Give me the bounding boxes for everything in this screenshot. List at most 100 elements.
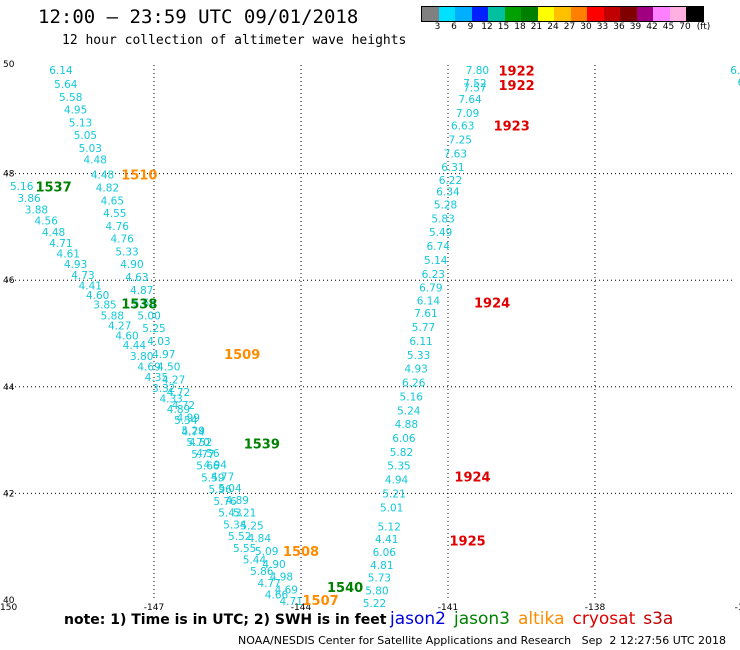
- wave-height-value: 5.21: [233, 508, 256, 520]
- wave-height-value: 4.99: [177, 413, 200, 425]
- wave-height-value: 5.73: [368, 573, 391, 585]
- wave-height-value: 5.43: [218, 508, 241, 520]
- wave-height-value: 5.16: [10, 181, 34, 193]
- wave-height-value: 5.66: [196, 461, 220, 473]
- latitude-tick-label: 50: [3, 60, 15, 70]
- wave-height-value: 5.82: [390, 447, 413, 459]
- wave-height-value: 4.03: [147, 336, 170, 348]
- color-scale-label: 18: [514, 22, 526, 32]
- satellite-legend: jason2 jason3 altika cryosat s3a: [390, 609, 681, 629]
- wave-height-value: 6.14: [417, 295, 441, 307]
- legend-altika: altika: [518, 609, 565, 629]
- pass-time-label: 1509: [224, 348, 260, 363]
- wave-height-value: 7.25: [449, 134, 472, 146]
- legend-jason2: jason2: [390, 609, 446, 629]
- wave-height-value: 6.11: [409, 336, 432, 348]
- wave-height-value: 4.63: [125, 272, 148, 284]
- wave-height-value: 4.69: [275, 584, 298, 596]
- wave-height-value: 4.93: [64, 259, 87, 271]
- wave-height-value: 3.86: [17, 193, 41, 205]
- wave-height-value: 4.71: [49, 238, 72, 250]
- pass-time-label: 1922: [499, 79, 535, 94]
- color-swatch: [455, 7, 472, 21]
- longitude-tick-label: -150: [0, 603, 17, 610]
- wave-height-value: 4.56: [35, 216, 59, 228]
- wave-height-value: 4.82: [96, 182, 119, 194]
- wave-height-value: 4.60: [115, 331, 138, 343]
- wave-height-value: 5.25: [142, 323, 165, 335]
- wave-height-value: 4.44: [123, 340, 147, 352]
- pass-time-label: 1923: [494, 120, 530, 135]
- wave-height-value: 7.52: [463, 78, 486, 90]
- wave-height-value: 4.48: [42, 227, 65, 239]
- color-scale-label: 9: [467, 22, 474, 32]
- wave-height-value: 4.95: [64, 105, 87, 117]
- pass-time-label: 1924: [454, 470, 490, 485]
- longitude-tick-label: -138: [585, 603, 606, 610]
- color-swatch: [669, 7, 686, 21]
- wave-height-value: 5.05: [74, 130, 97, 142]
- wave-height-value: 4.65: [101, 195, 124, 207]
- wave-height-value: 6.63: [451, 121, 474, 133]
- wave-height-value: 5.83: [431, 213, 454, 225]
- wave-height-value: 4.60: [86, 290, 109, 302]
- wave-height-value: 5.01: [380, 502, 403, 514]
- wave-height-value: 5.21: [382, 488, 405, 500]
- wave-height-value: 6.74: [427, 241, 451, 253]
- wave-height-value: 5.13: [69, 117, 92, 129]
- wave-height-value: 5.29: [182, 426, 205, 438]
- wave-height-value: 5.14: [424, 255, 448, 267]
- wave-height-value: 4.77: [211, 471, 234, 483]
- wave-height-value: 4.88: [395, 419, 418, 431]
- track-track-d: 6.966.516.56.: [730, 65, 740, 89]
- color-scale-label: 12: [481, 22, 493, 32]
- wave-height-value: 4.69: [137, 362, 160, 374]
- wave-height-value: 6.34: [436, 187, 460, 199]
- color-scale-label: 39: [629, 22, 642, 32]
- wave-height-value: 5.80: [365, 585, 388, 597]
- page-subtitle: 12 hour collection of altimeter wave hei…: [62, 33, 407, 48]
- wave-height-value: 4.90: [120, 259, 143, 271]
- wave-height-value: 5.04: [218, 483, 242, 495]
- wave-height-value: 7.80: [466, 65, 489, 77]
- wave-height-value: 4.27: [162, 374, 185, 386]
- track-track-b: 5.163.863.884.564.484.714.614.934.734.41…: [10, 181, 303, 608]
- wave-height-value: 4.56: [196, 448, 220, 460]
- latitude-tick-label: 42: [3, 489, 14, 499]
- wave-height-value: 5.28: [434, 200, 457, 212]
- legend-s3a: s3a: [643, 609, 674, 629]
- wave-height-value: 5.77: [191, 449, 214, 461]
- wave-height-value: 5.54: [174, 415, 198, 427]
- color-swatch: [422, 7, 439, 21]
- wave-height-value: 3.88: [25, 204, 48, 216]
- longitude-tick-label: -13: [735, 603, 740, 610]
- wave-height-value: 6.96: [730, 65, 740, 77]
- wave-height-value: 7.09: [456, 108, 479, 120]
- legend-cryosat: cryosat: [572, 609, 636, 629]
- color-swatch: [521, 7, 538, 21]
- color-swatch: [504, 7, 521, 21]
- latitude-tick-label: 40: [3, 596, 15, 606]
- color-scale-label: 15: [497, 22, 510, 32]
- wave-height-value: 5.55: [233, 543, 256, 555]
- wave-height-value: 4.71: [280, 596, 303, 608]
- color-scale-labels: 3 6 9 12 15 18 21 24 27 30 33 36 39 42 45 70 (ft): [421, 22, 740, 34]
- wave-height-value: 7.57: [463, 82, 486, 94]
- wave-height-value: 4.48: [84, 155, 107, 167]
- track-track-c: 7.807.527.577.64 7.096.637.25 7.63 6.316.22…: [363, 65, 489, 610]
- color-swatch: [488, 7, 505, 21]
- wave-height-value: 4.48: [91, 170, 114, 182]
- color-scale-label: 42: [646, 22, 658, 32]
- color-swatch: [587, 7, 604, 21]
- wave-height-value: 5.52: [228, 531, 251, 543]
- page-title: 12:00 — 23:59 UTC 09/01/2018: [38, 6, 359, 28]
- wave-height-value: 5.65: [133, 298, 156, 310]
- wave-height-value: 4.90: [262, 559, 285, 571]
- color-swatch: [636, 7, 653, 21]
- wave-height-value: 4.73: [71, 270, 94, 282]
- wave-height-value: 7.61: [414, 308, 437, 320]
- wave-height-value: 4.41: [79, 281, 102, 293]
- wave-height-value: 4.52: [189, 437, 212, 449]
- pass-time-label: 1539: [244, 437, 280, 452]
- wave-height-value: 5.22: [363, 598, 386, 610]
